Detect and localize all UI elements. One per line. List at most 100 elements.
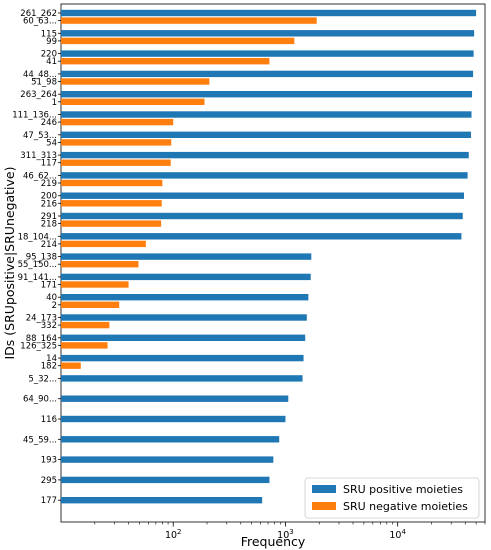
x-tick-label: 102	[165, 528, 182, 541]
y-tick-label-negative: 117	[41, 159, 57, 169]
bar-negative	[61, 321, 110, 329]
bar-positive	[61, 50, 474, 57]
bar-positive	[61, 476, 270, 484]
x-tick-label: 103	[277, 528, 294, 541]
y-tick-label-positive: 263_264	[20, 90, 57, 100]
y-tick-label-negative: 219	[41, 179, 57, 189]
y-tick-label-positive: 220	[41, 50, 57, 60]
bar-negative	[61, 118, 174, 126]
y-tick-label-positive: 95_138	[26, 253, 57, 263]
bar-positive	[61, 415, 286, 423]
bar-negative	[61, 261, 139, 268]
bar-positive	[61, 334, 306, 341]
y-tick-label-positive: 291	[41, 212, 57, 222]
y-tick-label-negative: 1	[52, 98, 57, 108]
y-tick-label-negative: 332	[41, 321, 57, 331]
y-tick-label-negative: 60_63...	[23, 17, 57, 27]
y-tick-label-positive: 295	[41, 476, 57, 486]
bar-negative	[61, 301, 120, 308]
x-axis-ticks: 102 103 104	[94, 522, 486, 541]
y-tick-label-positive: 14	[46, 354, 57, 364]
y-axis-label: IDs (SRUpositive|SRUnegative)	[2, 167, 17, 360]
bar-negative	[61, 159, 171, 166]
y-tick-label-negative: 214	[41, 240, 57, 250]
y-tick-label-negative: 218	[41, 220, 57, 230]
bar-positive	[61, 395, 289, 402]
bar-positive	[61, 375, 303, 382]
bar-negative	[61, 281, 129, 288]
bar-negative	[61, 58, 270, 65]
legend: SRU positive moieties SRU negative moiet…	[304, 477, 480, 519]
bar-positive	[61, 212, 463, 220]
bar-positive	[61, 233, 462, 240]
bar-negative	[61, 98, 205, 105]
bar-negative	[61, 78, 210, 85]
bar-positive	[61, 497, 263, 504]
y-tick-label-positive: 24_173	[26, 314, 57, 324]
bar-positive	[61, 91, 473, 98]
y-tick-label-positive: 115	[41, 29, 57, 39]
bar-positive	[61, 131, 471, 138]
bar-positive	[61, 70, 474, 78]
y-tick-label-positive: 18_104...	[18, 232, 57, 242]
bar-negative	[61, 342, 108, 349]
bar-negative	[61, 240, 146, 248]
y-tick-label-negative: 216	[41, 199, 57, 209]
y-tick-label-negative: 126_325	[20, 341, 57, 351]
y-tick-label-positive: 44_48...	[23, 70, 57, 80]
bar-negative	[61, 17, 317, 24]
y-tick-label-negative: 171	[41, 281, 57, 291]
bar-negative	[61, 362, 81, 369]
legend-box	[304, 477, 480, 519]
y-tick-label-positive: 5_32...	[28, 374, 57, 384]
bar-negative	[61, 220, 162, 227]
y-tick-label-positive: 116	[41, 415, 57, 425]
bars-layer	[61, 9, 477, 504]
bar-positive	[61, 9, 477, 17]
bar-positive	[61, 314, 307, 321]
y-tick-label-positive: 200	[41, 192, 57, 202]
bar-negative	[61, 179, 163, 187]
x-tick-label: 104	[389, 528, 406, 541]
y-tick-label-negative: 41	[46, 57, 57, 67]
y-tick-label-positive: 177	[41, 496, 57, 506]
y-tick-label-negative: 182	[41, 362, 57, 372]
y-tick-label-positive: 46_62...	[23, 171, 57, 181]
bar-negative	[61, 139, 172, 146]
y-tick-label-negative: 2	[52, 301, 57, 311]
y-tick-label-positive: 64_90...	[23, 395, 57, 405]
x-axis-label: Frequency	[241, 534, 306, 549]
bar-positive	[61, 111, 472, 118]
y-tick-label-positive: 88_164	[26, 334, 57, 344]
y-tick-label-negative: 54	[46, 138, 57, 148]
legend-swatch-positive	[312, 485, 336, 493]
bar-positive	[61, 273, 311, 281]
y-tick-label-positive: 111_136...	[12, 111, 57, 121]
y-tick-label-positive: 40	[46, 293, 57, 303]
bar-positive	[61, 172, 468, 179]
legend-label-negative: SRU negative moieties	[343, 500, 468, 513]
y-tick-label-positive: 91_141...	[18, 273, 57, 283]
y-tick-labels: 261_26260_63...115992204144_48...51_9826…	[12, 9, 61, 506]
y-tick-label-positive: 261_262	[20, 9, 57, 19]
legend-label-positive: SRU positive moieties	[343, 483, 463, 496]
bar-negative	[61, 200, 162, 207]
y-tick-label-positive: 45_59...	[23, 435, 57, 445]
bar-positive	[61, 253, 312, 260]
y-tick-label-positive: 47_53...	[23, 131, 57, 141]
y-tick-label-negative: 99	[46, 37, 57, 47]
bar-positive	[61, 456, 274, 463]
bar-positive	[61, 294, 309, 301]
bar-positive	[61, 192, 465, 199]
bar-positive	[61, 151, 469, 159]
y-tick-label-negative: 55_150...	[18, 260, 57, 270]
bar-positive	[61, 354, 304, 362]
y-tick-label-negative: 51_98	[31, 78, 57, 88]
bar-positive	[61, 436, 280, 443]
bar-negative	[61, 37, 295, 45]
y-tick-label-positive: 193	[41, 456, 57, 466]
legend-swatch-negative	[312, 502, 336, 510]
y-tick-label-negative: 246	[41, 118, 57, 128]
bar-positive	[61, 30, 475, 37]
